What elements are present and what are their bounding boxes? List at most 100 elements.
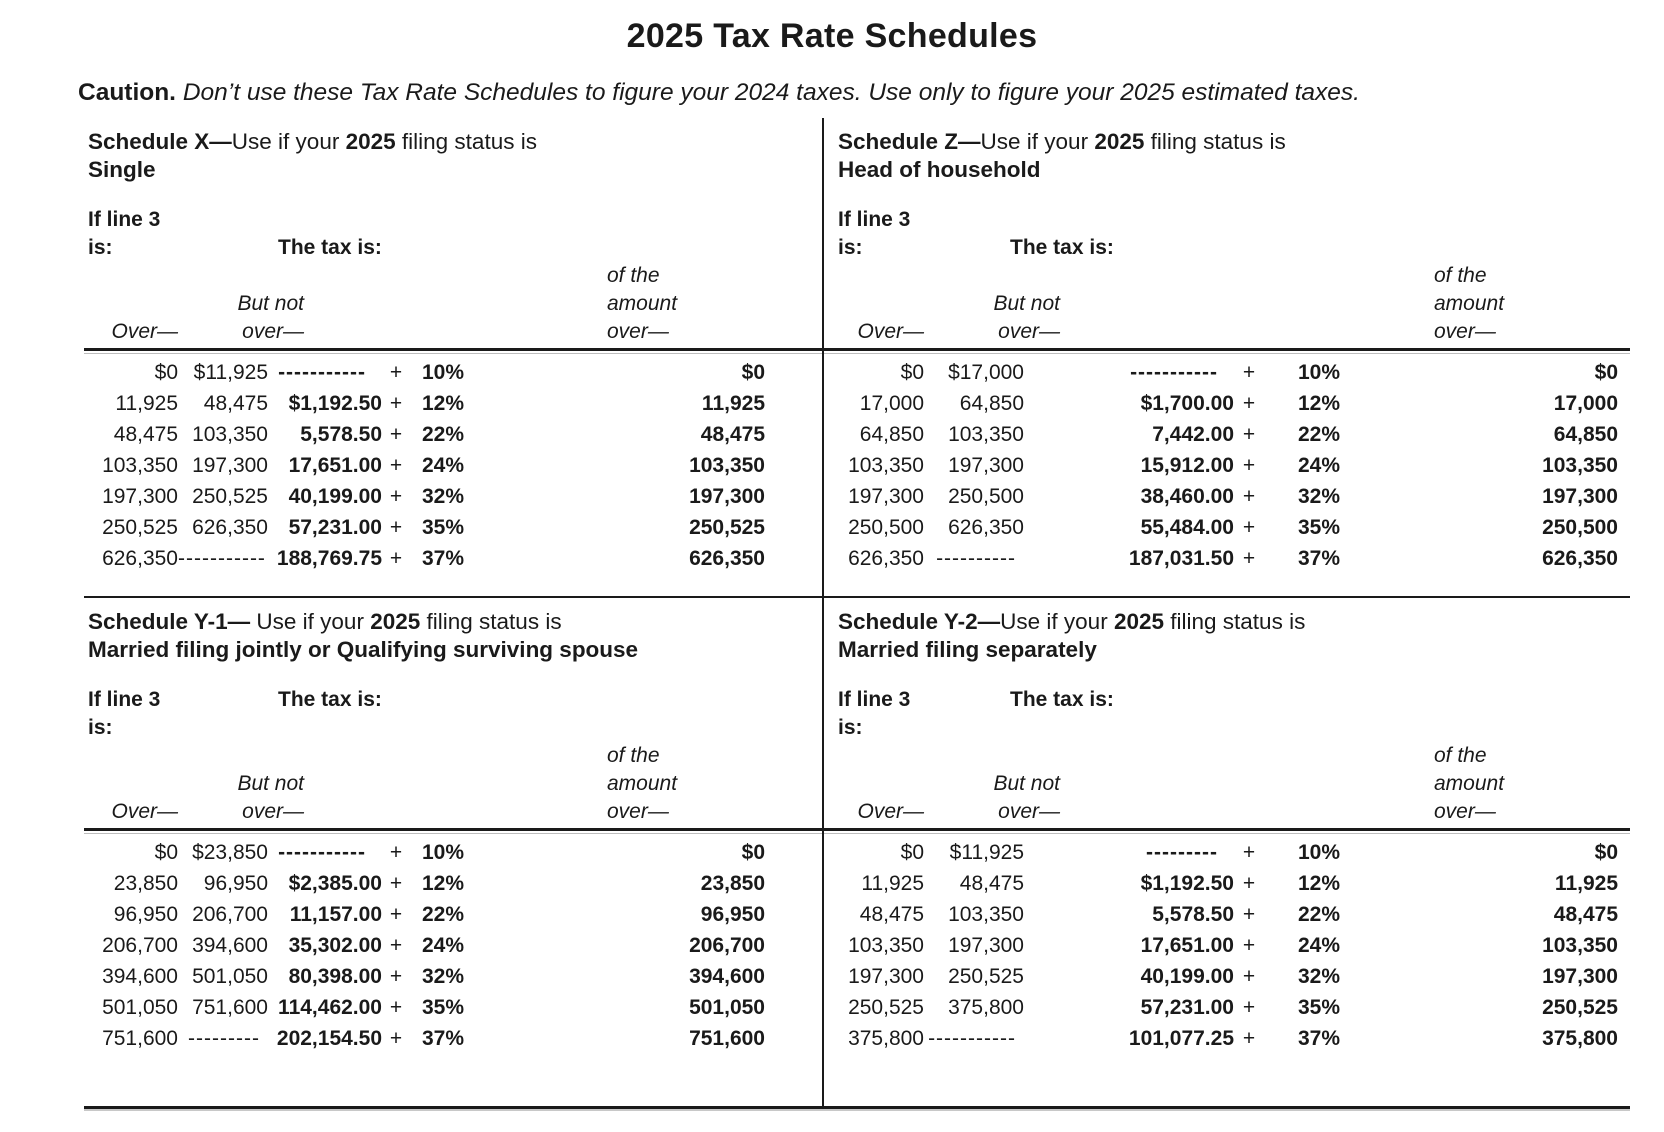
- bottom-rule: [84, 1106, 1630, 1109]
- table-row: 501,050 751,600 114,462.00 +35% 501,050: [88, 992, 765, 1023]
- but-not-value: 48,475: [203, 392, 268, 415]
- filing-status: Head of household: [838, 157, 1041, 182]
- but-not-value: ---------: [188, 1027, 260, 1050]
- if-line3-label: If line 3: [88, 208, 161, 231]
- amount-over-value: 64,850: [1553, 423, 1618, 446]
- table-row: 197,300 250,525 40,199.00 +32% 197,300: [838, 961, 1618, 992]
- table-row: 11,925 48,475 $1,192.50 +12% 11,925: [88, 388, 765, 419]
- but-not-value: 197,300: [192, 454, 268, 477]
- amount-over-label: over—: [607, 320, 669, 343]
- over-label: Over—: [111, 800, 178, 823]
- but-not-value: 375,800: [948, 996, 1024, 1019]
- over-value: 197,300: [102, 485, 178, 508]
- table-row: 626,350 ---------- 187,031.50 +37% 626,350: [838, 543, 1618, 574]
- schedule-year: 2025: [370, 609, 421, 634]
- but-not-value: 64,850: [959, 392, 1024, 415]
- schedule-title: Schedule Z—Use if your 2025 filing statu…: [838, 128, 1618, 156]
- table-row: 64,850 103,350 7,442.00 +22% 64,850: [838, 419, 1618, 450]
- but-not-value: 48,475: [959, 872, 1024, 895]
- amount-over-value: 197,300: [1542, 965, 1618, 988]
- tax-base-value: 57,231.00: [1140, 996, 1234, 1019]
- tax-rate-value: 12%: [1298, 392, 1341, 415]
- over-value: 751,600: [102, 1027, 178, 1050]
- schedule-name: Schedule X—: [88, 129, 232, 154]
- over-value: 250,500: [848, 516, 924, 539]
- schedule-title-text: Use if your: [250, 609, 371, 634]
- tax-rate-value: 12%: [422, 872, 465, 895]
- amount-label: amount: [607, 772, 678, 795]
- band-top: Schedule X—Use if your 2025 filing statu…: [84, 118, 1630, 596]
- tax-is-label: The tax is:: [1010, 688, 1114, 711]
- amount-label: amount: [1434, 772, 1505, 795]
- tax-rate-value: 35%: [422, 996, 465, 1019]
- table-row: 48,475 103,350 5,578.50 +22% 48,475: [88, 419, 765, 450]
- tax-schedules-board: Schedule X—Use if your 2025 filing statu…: [84, 118, 1630, 1109]
- caution-label: Caution.: [78, 79, 176, 106]
- column-headers: If line 3 is: The tax is: of the But not…: [88, 206, 765, 346]
- amount-over-label: over—: [1434, 800, 1496, 823]
- plus-sign: +: [1242, 934, 1256, 957]
- table-row: 250,525 626,350 57,231.00 +35% 250,525: [88, 512, 765, 543]
- schedule-title: Schedule X—Use if your 2025 filing statu…: [88, 128, 765, 156]
- but-not-value: 250,500: [948, 485, 1024, 508]
- amount-over-value: 103,350: [689, 454, 765, 477]
- tax-base-value: 202,154.50: [276, 1027, 382, 1050]
- tax-rate-value: 37%: [422, 1027, 465, 1050]
- tax-rate-value: 24%: [422, 934, 465, 957]
- tax-base-value: -----------: [278, 841, 366, 864]
- over-value: 103,350: [848, 454, 924, 477]
- tax-base-value: 7,442.00: [1152, 423, 1234, 446]
- tax-base-value: 15,912.00: [1140, 454, 1234, 477]
- schedule-year: 2025: [1113, 609, 1165, 634]
- is-label: is:: [838, 716, 863, 739]
- schedule-rows: $0 $23,850 ----------- +10% $0 23,850 96,950 $2…: [88, 837, 765, 1054]
- amount-over-value: 250,525: [1542, 996, 1618, 1019]
- over-value: $0: [154, 841, 178, 864]
- amount-over-value: 751,600: [689, 1027, 765, 1050]
- tax-rate-value: 22%: [422, 423, 465, 446]
- amount-over-value: 96,950: [700, 903, 765, 926]
- is-label: is:: [88, 716, 113, 739]
- table-row: $0 $23,850 ----------- +10% $0: [88, 837, 765, 868]
- table-row: 103,350 197,300 15,912.00 +24% 103,350: [838, 450, 1618, 481]
- if-line3-label: If line 3: [838, 208, 911, 231]
- is-label: is:: [838, 236, 863, 259]
- over-value: 626,350: [848, 547, 924, 570]
- amount-over-value: 11,925: [701, 392, 765, 415]
- over-value: 23,850: [113, 872, 178, 895]
- page-title: 2025 Tax Rate Schedules: [626, 17, 1038, 55]
- tax-rate-value: 12%: [1298, 872, 1341, 895]
- plus-sign: +: [1242, 361, 1256, 384]
- but-not-value: 751,600: [192, 996, 268, 1019]
- tax-is-label: The tax is:: [278, 236, 382, 259]
- over-value: 48,475: [113, 423, 178, 446]
- over-value: $0: [900, 841, 924, 864]
- amount-over-value: $0: [1594, 361, 1618, 384]
- tax-rate-value: 35%: [1298, 996, 1341, 1019]
- but-not-value: 501,050: [192, 965, 268, 988]
- table-row: 250,525 375,800 57,231.00 +35% 250,525: [838, 992, 1618, 1023]
- over-value: 48,475: [859, 903, 924, 926]
- amount-over-value: $0: [741, 361, 765, 384]
- tax-base-value: 80,398.00: [288, 965, 382, 988]
- but-not-value: ----------: [936, 547, 1016, 570]
- but-not-label: But not: [237, 772, 304, 795]
- tax-base-value: -----------: [1130, 361, 1218, 384]
- amount-over-value: 48,475: [1553, 903, 1618, 926]
- amount-over-value: $0: [741, 841, 765, 864]
- header-rule: [84, 348, 822, 354]
- amount-over-label: over—: [607, 800, 669, 823]
- tax-base-value: $1,192.50: [1140, 872, 1234, 895]
- but-not-value: 250,525: [948, 965, 1024, 988]
- table-row: 197,300 250,525 40,199.00 +32% 197,300: [88, 481, 765, 512]
- amount-over-value: 501,050: [689, 996, 765, 1019]
- schedule-title: Schedule Y-1— Use if your 2025 filing st…: [88, 608, 765, 636]
- tax-rate-value: 35%: [1298, 516, 1341, 539]
- tax-rate-value: 10%: [422, 361, 465, 384]
- but-not-label: But not: [993, 292, 1060, 315]
- over-value: 11,925: [115, 392, 178, 415]
- over-value: 206,700: [102, 934, 178, 957]
- over-value: $0: [154, 361, 178, 384]
- caution-text: Don’t use these Tax Rate Schedules to fi…: [182, 79, 1360, 106]
- schedule-title-text: Use if your: [980, 129, 1095, 154]
